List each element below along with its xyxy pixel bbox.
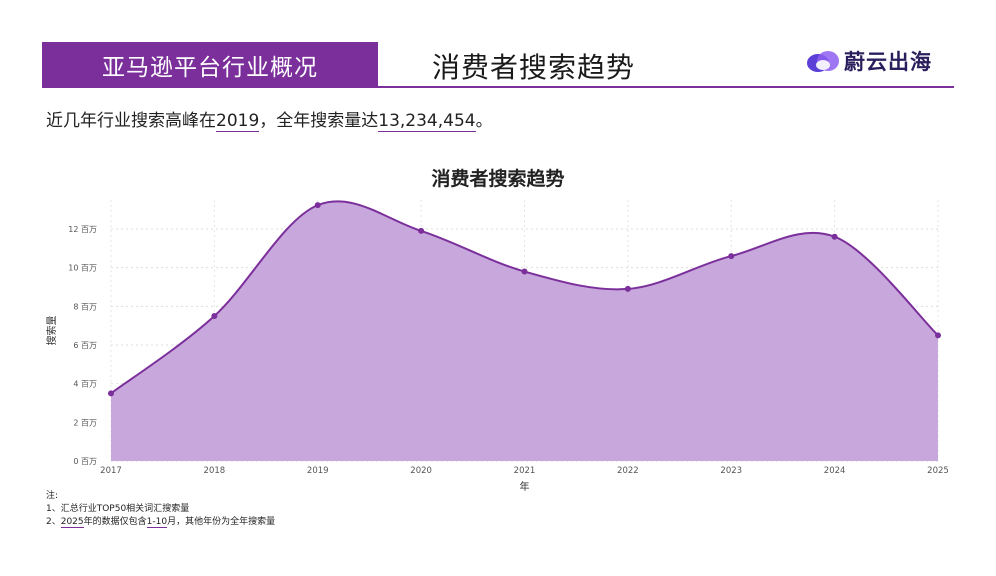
data-point — [935, 332, 941, 339]
x-tick-label: 2020 — [410, 466, 432, 476]
summary-peak-value: 13,234,454 — [378, 111, 476, 132]
footnote-line-2-suffix: 月，其他年份为全年搜索量 — [167, 517, 276, 527]
footnote-line-2: 2、2025年的数据仅包含1-10月，其他年份为全年搜索量 — [46, 516, 275, 529]
y-tick-label: 8 百万 — [73, 302, 97, 311]
header-band-title: 亚马逊平台行业概况 — [42, 42, 378, 87]
summary-prefix: 近几年行业搜索高峰在 — [46, 111, 216, 131]
y-axis-label: 搜索量 — [45, 316, 58, 346]
cloud-logo-icon — [807, 51, 839, 72]
x-tick-label: 2025 — [927, 466, 949, 476]
x-tick-label: 2017 — [100, 466, 122, 476]
summary-text: 近几年行业搜索高峰在2019，全年搜索量达13,234,454。 — [46, 106, 493, 132]
footnote-line-2-range: 1-10 — [146, 517, 168, 528]
x-tick-label: 2018 — [204, 466, 226, 476]
footnote-line-2-year: 2025 — [60, 517, 84, 528]
summary-peak-year: 2019 — [216, 111, 260, 132]
y-tick-label: 2 百万 — [73, 418, 97, 427]
footnote-line-2-prefix: 2、 — [46, 517, 61, 527]
data-point — [418, 227, 425, 234]
brand-logo: 蔚云出海 — [806, 46, 932, 76]
footnote-line-2-mid: 年的数据仅包含 — [83, 517, 147, 527]
section-title: 消费者搜索趋势 — [432, 51, 636, 84]
y-tick-label: 12 百万 — [68, 225, 97, 234]
data-point — [108, 390, 114, 397]
header-divider — [42, 86, 954, 88]
brand-name: 蔚云出海 — [844, 50, 932, 74]
summary-suffix: 。 — [475, 111, 493, 131]
x-tick-label: 2024 — [824, 466, 846, 476]
data-point — [831, 233, 838, 240]
data-point — [314, 202, 321, 209]
x-tick-label: 2019 — [307, 466, 329, 476]
x-tick-label: 2021 — [514, 466, 536, 476]
chart-title: 消费者搜索趋势 — [431, 168, 565, 190]
footnote-line-1: 1、汇总行业TOP50相关词汇搜索量 — [46, 504, 190, 514]
footnotes: 注: 1、汇总行业TOP50相关词汇搜索量 2、2025年的数据仅包含1-10月… — [46, 490, 275, 529]
footnote-heading: 注: — [46, 491, 59, 501]
summary-middle: ，全年搜索量达 — [259, 111, 379, 131]
y-tick-label: 6 百万 — [73, 341, 97, 350]
y-tick-label: 0 百万 — [73, 457, 97, 466]
x-tick-label: 2023 — [720, 466, 742, 476]
y-tick-label: 10 百万 — [68, 264, 97, 273]
y-tick-label: 4 百万 — [73, 380, 97, 389]
data-point — [728, 253, 735, 260]
x-tick-label: 2022 — [617, 466, 639, 476]
x-axis-label: 年 — [520, 480, 530, 493]
data-point — [624, 285, 631, 292]
area-fill — [111, 201, 938, 462]
data-point — [211, 313, 218, 319]
data-point — [521, 268, 528, 275]
